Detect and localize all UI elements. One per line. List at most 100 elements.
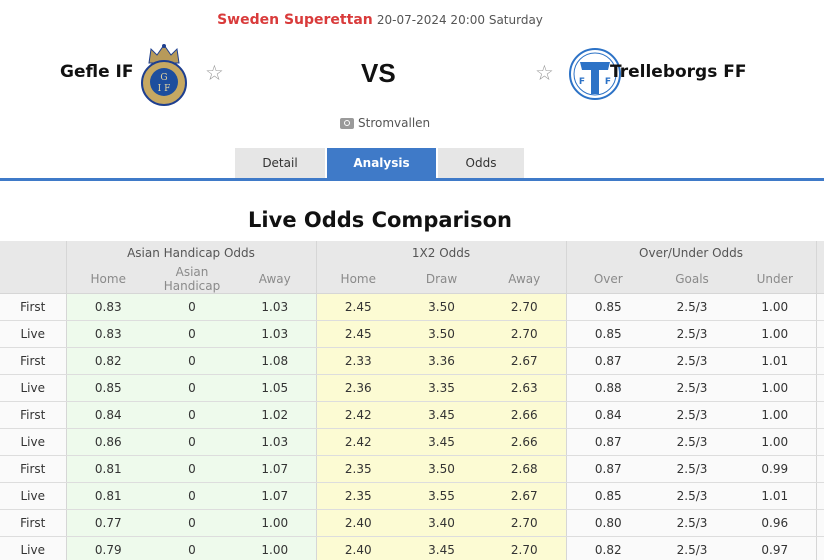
ou-goals: 2.5/3 — [650, 455, 735, 483]
odds-row[interactable]: Live 0.86 0 1.03 2.42 3.45 2.66 0.87 2.5/3 1.00 — [0, 428, 824, 456]
ou-goals: 2.5/3 — [650, 320, 735, 348]
ou-goals: 2.5/3 — [650, 374, 735, 402]
row-type: Live — [0, 536, 66, 560]
odds-row[interactable]: Live 0.83 0 1.03 2.45 3.50 2.70 0.85 2.5/3 1.00 — [0, 320, 824, 348]
odds-row[interactable]: First 0.81 0 1.07 2.35 3.50 2.68 0.87 2.5/3 0.99 — [0, 455, 824, 483]
group-asian-handicap: Asian Handicap Odds — [65, 241, 317, 265]
group-1x2: 1X2 Odds — [315, 241, 567, 265]
row-type: Live — [0, 320, 66, 348]
ah-away-odds: 1.00 — [234, 509, 317, 537]
ah-home-odds: 0.85 — [65, 374, 150, 402]
extra-cell — [815, 347, 824, 375]
ou-under-odds: 1.00 — [734, 374, 817, 402]
x12-away-odds: 2.70 — [483, 320, 567, 348]
extra-cell — [815, 374, 824, 402]
x12-home-odds: 2.36 — [315, 374, 401, 402]
x12-home-odds: 2.45 — [315, 293, 401, 321]
odds-row[interactable]: Live 0.85 0 1.05 2.36 3.35 2.63 0.88 2.5/3 1.00 — [0, 374, 824, 402]
league-link[interactable]: Sweden Superettan — [217, 12, 373, 28]
ou-over-odds: 0.84 — [565, 401, 651, 429]
ah-handicap: 0 — [150, 455, 234, 483]
section-title: Live Odds Comparison — [248, 208, 512, 232]
home-favorite-star-icon[interactable]: ☆ — [205, 61, 224, 85]
x12-away-odds: 2.70 — [483, 293, 567, 321]
tab-detail[interactable]: Detail — [235, 148, 325, 178]
venue: Stromvallen — [340, 116, 430, 130]
tab-odds[interactable]: Odds — [438, 148, 524, 178]
tab-analysis[interactable]: Analysis — [327, 148, 436, 178]
x12-away-odds: 2.63 — [483, 374, 567, 402]
ah-home-odds: 0.82 — [65, 347, 150, 375]
ah-home-odds: 0.77 — [65, 509, 150, 537]
ou-goals: 2.5/3 — [650, 293, 735, 321]
ah-away-odds: 1.02 — [234, 401, 317, 429]
away-favorite-star-icon[interactable]: ☆ — [535, 61, 554, 85]
ah-away-odds: 1.03 — [234, 293, 317, 321]
x12-away-odds: 2.70 — [483, 536, 567, 560]
x12-draw-odds: 3.35 — [400, 374, 484, 402]
x12-draw-odds: 3.36 — [400, 347, 484, 375]
ou-over-odds: 0.82 — [565, 536, 651, 560]
odds-row[interactable]: Live 0.81 0 1.07 2.35 3.55 2.67 0.85 2.5/3 1.01 — [0, 482, 824, 510]
extra-cell — [815, 536, 824, 560]
ah-home-odds: 0.79 — [65, 536, 150, 560]
home-team-name[interactable]: Gefle IF — [60, 62, 134, 82]
x12-draw-odds: 3.55 — [400, 482, 484, 510]
x12-home-odds: 2.42 — [315, 401, 401, 429]
ah-home-odds: 0.83 — [65, 320, 150, 348]
col-ou-over: Over — [565, 265, 651, 294]
x12-draw-odds: 3.50 — [400, 320, 484, 348]
odds-row[interactable]: First 0.82 0 1.08 2.33 3.36 2.67 0.87 2.5/3 1.01 — [0, 347, 824, 375]
ou-under-odds: 1.00 — [734, 428, 817, 456]
ou-goals: 2.5/3 — [650, 536, 735, 560]
x12-draw-odds: 3.50 — [400, 455, 484, 483]
odds-table-body: First 0.83 0 1.03 2.45 3.50 2.70 0.85 2.5/3 1.00 L… — [0, 293, 824, 560]
odds-row[interactable]: Live 0.79 0 1.00 2.40 3.45 2.70 0.82 2.5/3 0.97 — [0, 536, 824, 560]
ah-handicap: 0 — [150, 401, 234, 429]
extra-header — [815, 241, 824, 294]
x12-home-odds: 2.42 — [315, 428, 401, 456]
ou-over-odds: 0.80 — [565, 509, 651, 537]
svg-text:I F: I F — [158, 84, 171, 94]
svg-text:F: F — [605, 77, 611, 87]
ah-handicap: 0 — [150, 347, 234, 375]
extra-cell — [815, 455, 824, 483]
ah-handicap: 0 — [150, 293, 234, 321]
ah-away-odds: 1.03 — [234, 320, 317, 348]
ah-handicap: 0 — [150, 428, 234, 456]
x12-away-odds: 2.70 — [483, 509, 567, 537]
row-type: Live — [0, 482, 66, 510]
x12-away-odds: 2.68 — [483, 455, 567, 483]
ah-home-odds: 0.81 — [65, 455, 150, 483]
x12-home-odds: 2.40 — [315, 536, 401, 560]
col-ou-goals: Goals — [650, 265, 735, 294]
col-ah-handicap: Asian Handicap — [150, 265, 234, 294]
row-type: First — [0, 293, 66, 321]
match-tabs: Detail Analysis Odds — [235, 148, 524, 178]
odds-row[interactable]: First 0.84 0 1.02 2.42 3.45 2.66 0.84 2.5/3 1.00 — [0, 401, 824, 429]
ou-goals: 2.5/3 — [650, 401, 735, 429]
odds-row[interactable]: First 0.83 0 1.03 2.45 3.50 2.70 0.85 2.5/3 1.00 — [0, 293, 824, 321]
away-team-name[interactable]: Trelleborgs FF — [610, 62, 747, 82]
odds-row[interactable]: First 0.77 0 1.00 2.40 3.40 2.70 0.80 2.5/3 0.96 — [0, 509, 824, 537]
ou-goals: 2.5/3 — [650, 509, 735, 537]
x12-draw-odds: 3.50 — [400, 293, 484, 321]
venue-name: Stromvallen — [358, 116, 431, 130]
ah-away-odds: 1.07 — [234, 482, 317, 510]
odds-comparison-table: Asian Handicap Odds 1X2 Odds Over/Under … — [0, 241, 824, 560]
extra-cell — [815, 428, 824, 456]
ou-goals: 2.5/3 — [650, 482, 735, 510]
away-team-logo[interactable]: F F — [568, 46, 622, 102]
col-ou-under: Under — [734, 265, 817, 294]
ou-over-odds: 0.85 — [565, 482, 651, 510]
ou-under-odds: 0.96 — [734, 509, 817, 537]
ou-under-odds: 1.00 — [734, 401, 817, 429]
ah-home-odds: 0.81 — [65, 482, 150, 510]
extra-cell — [815, 482, 824, 510]
crown-icon — [148, 44, 180, 64]
stadium-icon — [340, 117, 354, 129]
col-1x2-away: Away — [483, 265, 567, 294]
ou-over-odds: 0.85 — [565, 320, 651, 348]
home-team-logo[interactable]: G I F — [139, 41, 189, 107]
ou-over-odds: 0.85 — [565, 293, 651, 321]
